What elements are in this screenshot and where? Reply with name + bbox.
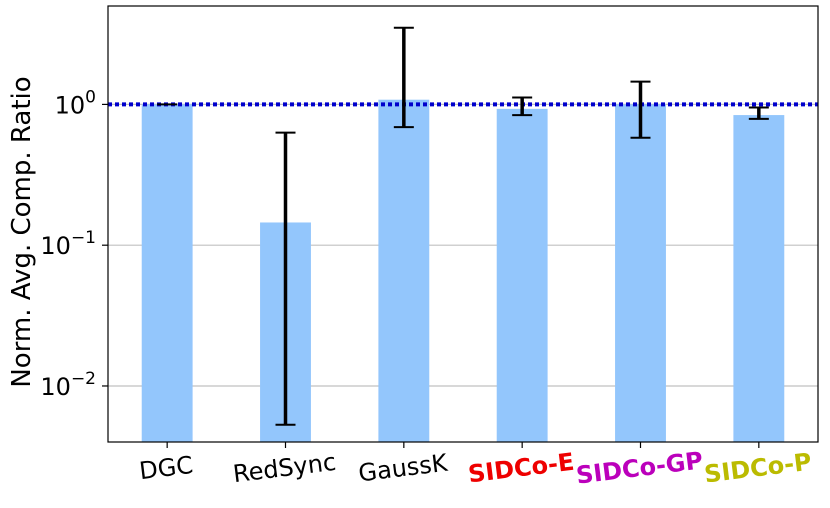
bar-gaussk <box>378 99 430 443</box>
x-tick-label: SIDCo-P <box>703 448 813 489</box>
bar-sidco-p <box>733 115 785 442</box>
bars <box>141 99 785 443</box>
x-tick-label: SIDCo-GP <box>575 446 705 489</box>
y-tick-exponent: −2 <box>71 369 96 389</box>
y-tick-label: 100 <box>55 87 96 119</box>
bar-sidco-gp <box>615 104 666 442</box>
y-tick-exponent: −1 <box>71 228 96 248</box>
x-tick-label: RedSync <box>231 448 337 488</box>
y-tick-label: 10−1 <box>40 228 96 260</box>
plot-frame <box>107 5 819 443</box>
error-bar-sidco-p <box>748 106 769 120</box>
error-bar-gaussk <box>393 26 414 129</box>
x-tick-label: DGC <box>138 451 195 485</box>
y-tick-exponent: 0 <box>85 87 96 107</box>
bar-sidco-e <box>496 108 548 442</box>
bar-dgc <box>141 104 193 442</box>
y-tick-base: 10 <box>40 232 71 260</box>
error-bar-sidco-e <box>512 96 533 117</box>
y-tick-base: 10 <box>40 373 71 401</box>
y-axis-title: Norm. Avg. Comp. Ratio <box>7 76 37 387</box>
x-tick-label: SIDCo-E <box>467 448 576 489</box>
error-bars <box>157 26 769 426</box>
grid-lines <box>108 103 818 387</box>
y-tick-label: 10−2 <box>40 369 96 401</box>
error-bar-redsync <box>275 131 296 426</box>
y-tick-base: 10 <box>55 91 86 119</box>
error-bar-sidco-gp <box>630 80 651 139</box>
x-tick-label: GaussK <box>357 449 450 488</box>
